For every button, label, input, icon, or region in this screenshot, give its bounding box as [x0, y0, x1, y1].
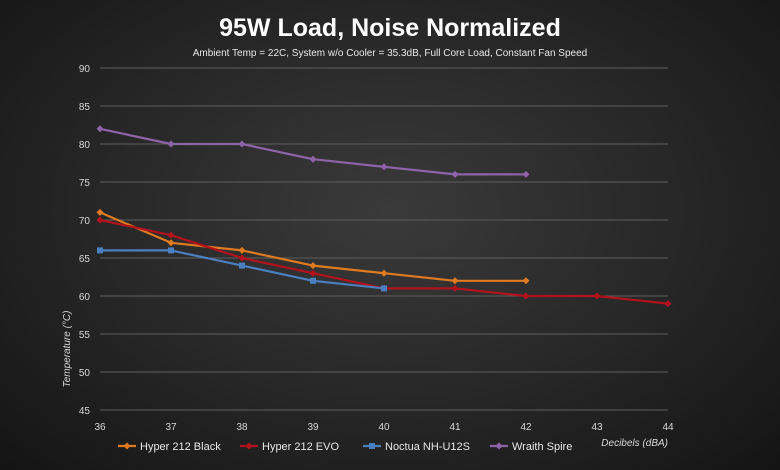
data-point-noctua-nh-u12s	[97, 247, 103, 254]
x-tick-label: 41	[449, 422, 461, 433]
y-tick-label: 50	[79, 368, 91, 379]
y-tick-label: 45	[79, 406, 91, 417]
x-tick-label: 37	[165, 422, 177, 433]
data-point-hyper-212-evo	[238, 254, 246, 262]
data-point-wraith-spire	[96, 125, 104, 133]
legend-marker-hyper-212-evo	[245, 442, 253, 450]
data-point-hyper-212-black	[309, 262, 317, 270]
legend-marker-wraith-spire	[495, 442, 503, 450]
data-point-hyper-212-black	[238, 246, 246, 254]
data-point-wraith-spire	[522, 170, 530, 178]
data-point-noctua-nh-u12s	[381, 285, 387, 292]
data-point-hyper-212-black	[380, 269, 388, 277]
x-tick-label: 44	[662, 422, 674, 433]
y-tick-label: 70	[79, 216, 91, 227]
data-point-wraith-spire	[380, 163, 388, 171]
series-line-wraith-spire	[99, 127, 526, 176]
data-point-hyper-212-evo	[309, 269, 317, 277]
x-tick-label: 43	[591, 422, 603, 433]
y-axis-title: Temperature (°C)	[62, 311, 73, 388]
x-tick-label: 39	[307, 422, 319, 433]
data-point-hyper-212-evo	[167, 231, 175, 239]
data-point-hyper-212-evo	[593, 292, 601, 300]
legend-label-noctua-nh-u12s: Noctua NH-U12S	[385, 441, 470, 453]
data-point-wraith-spire	[238, 140, 246, 148]
data-point-hyper-212-black	[167, 239, 175, 247]
legend-marker-hyper-212-black	[123, 442, 131, 450]
y-tick-label: 80	[79, 140, 91, 151]
x-tick-label: 42	[520, 422, 532, 433]
x-tick-label: 36	[94, 422, 106, 433]
x-tick-label: 38	[236, 422, 248, 433]
y-tick-label: 60	[79, 292, 91, 303]
y-tick-label: 90	[79, 64, 91, 75]
data-point-hyper-212-evo	[96, 216, 104, 224]
data-point-hyper-212-evo	[664, 300, 672, 308]
data-point-wraith-spire	[451, 170, 459, 178]
x-tick-label: 40	[378, 422, 390, 433]
data-point-wraith-spire	[167, 140, 175, 148]
legend-label-hyper-212-evo: Hyper 212 EVO	[262, 441, 339, 453]
legend-label-wraith-spire: Wraith Spire	[512, 441, 572, 453]
chart-subtitle: Ambient Temp = 22C, System w/o Cooler = …	[192, 48, 588, 59]
data-point-noctua-nh-u12s	[310, 277, 316, 284]
y-tick-label: 75	[79, 178, 91, 189]
data-point-hyper-212-black	[96, 208, 104, 216]
y-tick-label: 55	[79, 330, 91, 341]
y-tick-label: 85	[79, 102, 91, 113]
data-point-hyper-212-evo	[451, 284, 459, 292]
legend-label-hyper-212-black: Hyper 212 Black	[140, 441, 221, 453]
data-point-hyper-212-evo	[522, 292, 530, 300]
data-point-noctua-nh-u12s	[239, 262, 245, 269]
data-point-wraith-spire	[309, 155, 317, 163]
chart-title: 95W Load, Noise Normalized	[219, 14, 561, 42]
legend-marker-noctua-nh-u12s	[369, 443, 375, 449]
data-point-hyper-212-black	[451, 277, 459, 285]
x-axis-title: Decibels (dBA)	[601, 438, 668, 449]
data-point-noctua-nh-u12s	[168, 247, 174, 254]
y-tick-label: 65	[79, 254, 91, 265]
data-point-hyper-212-black	[522, 277, 530, 285]
